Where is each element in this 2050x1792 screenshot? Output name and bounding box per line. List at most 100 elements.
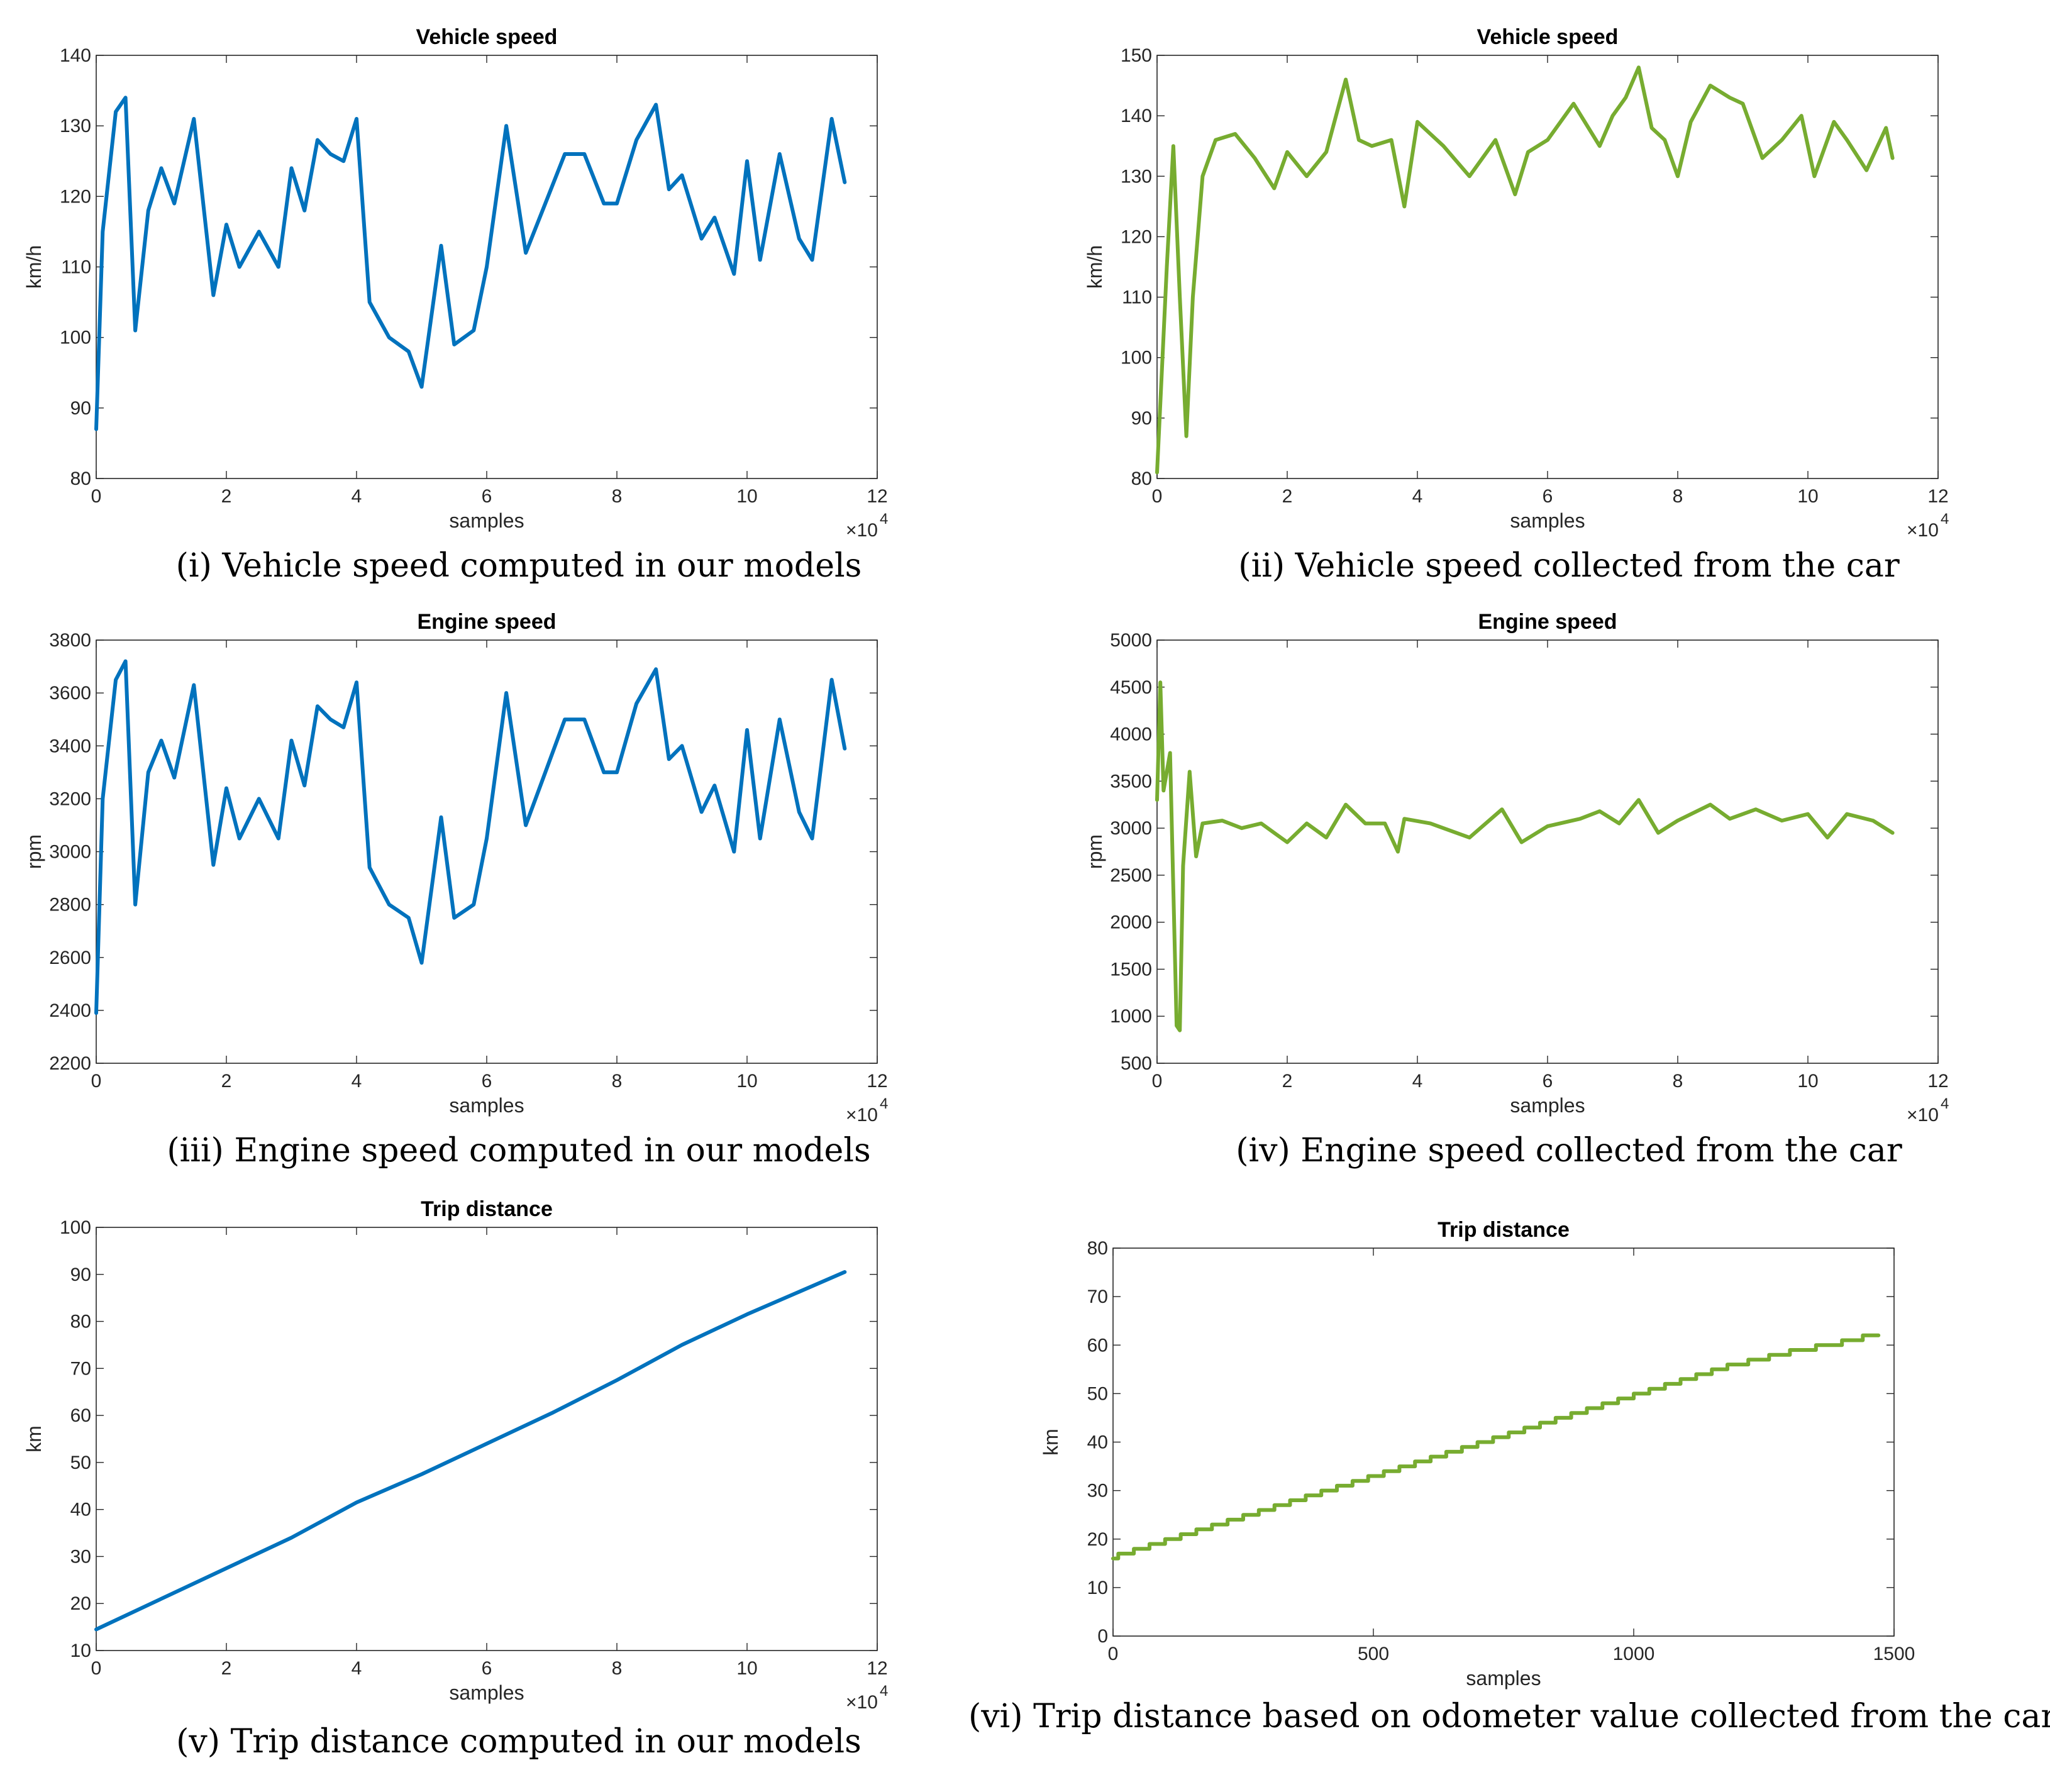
y-tick-label: 50	[1087, 1383, 1108, 1404]
x-axis-label: samples	[1510, 1094, 1585, 1117]
y-axis-label: km	[23, 1425, 45, 1452]
axes-box	[96, 1227, 878, 1651]
x-axis-label: samples	[1510, 509, 1585, 532]
chart-title: Vehicle speed	[416, 25, 558, 49]
y-tick-label: 40	[70, 1500, 91, 1520]
x-tick-label: 10	[1797, 1071, 1818, 1092]
x-tick-label: 10	[1797, 486, 1818, 507]
x-exponent-power: 4	[1941, 1095, 1949, 1112]
figure-caption: (iii) Engine speed computed in our model…	[167, 1132, 871, 1170]
y-tick-label: 50	[70, 1452, 91, 1473]
y-tick-label: 80	[1087, 1238, 1108, 1259]
y-axis-label: km	[1039, 1429, 1062, 1456]
x-tick-label: 2	[221, 1658, 232, 1679]
chart-title: Vehicle speed	[1477, 25, 1619, 49]
x-tick-label: 1500	[1873, 1644, 1915, 1664]
y-tick-label: 80	[70, 1312, 91, 1332]
x-axis-label: samples	[1466, 1667, 1541, 1690]
y-tick-label: 30	[1087, 1481, 1108, 1502]
x-tick-label: 0	[91, 1071, 102, 1092]
y-tick-label: 130	[60, 116, 91, 136]
y-axis-label: rpm	[23, 834, 45, 869]
x-tick-label: 8	[1673, 486, 1683, 507]
x-exponent: ×10	[846, 1105, 878, 1126]
y-tick-label: 3200	[49, 788, 91, 809]
y-tick-label: 70	[70, 1358, 91, 1379]
y-tick-label: 140	[1121, 106, 1152, 126]
chart-title: Trip distance	[421, 1197, 553, 1221]
figure-caption: (vi) Trip distance based on odometer val…	[968, 1698, 2050, 1735]
x-tick-label: 12	[867, 1658, 887, 1679]
y-tick-label: 3000	[1110, 818, 1152, 839]
y-tick-label: 3800	[49, 630, 91, 651]
figure-caption: (v) Trip distance computed in our models	[176, 1723, 862, 1761]
x-tick-label: 4	[1412, 486, 1423, 507]
y-tick-label: 2800	[49, 895, 91, 915]
x-tick-label: 2	[221, 486, 232, 507]
x-exponent-power: 4	[1941, 511, 1949, 528]
y-tick-label: 4000	[1110, 724, 1152, 745]
x-exponent-power: 4	[880, 511, 888, 528]
series-line	[94, 659, 847, 1015]
y-tick-label: 20	[1087, 1529, 1108, 1550]
y-tick-label: 90	[1131, 408, 1152, 429]
y-tick-label: 3400	[49, 736, 91, 756]
chart-3: Engine speed 0 2 4 6 8 10 12 2200 2400 2600 2800 300…	[23, 610, 888, 1126]
y-tick-label: 100	[60, 328, 91, 348]
y-axis-label: km/h	[1083, 245, 1106, 289]
y-tick-label: 2200	[49, 1053, 91, 1074]
y-tick-label: 4500	[1110, 677, 1152, 698]
x-tick-label: 0	[1152, 1071, 1163, 1092]
y-tick-label: 130	[1121, 166, 1152, 187]
x-tick-label: 12	[867, 486, 887, 507]
x-tick-label: 10	[736, 1071, 757, 1092]
y-tick-label: 60	[70, 1405, 91, 1426]
series-line	[94, 1270, 847, 1632]
chart-4: Engine speed 0 2 4 6 8 10 12 500 1000 1500 2000 2500…	[1083, 610, 1949, 1126]
x-tick-label: 0	[1152, 486, 1163, 507]
y-tick-label: 2400	[49, 1000, 91, 1021]
chart-title: Trip distance	[1438, 1218, 1570, 1242]
x-tick-label: 8	[612, 486, 623, 507]
x-tick-label: 4	[352, 1658, 362, 1679]
axes-box	[1156, 55, 1939, 479]
y-tick-label: 80	[1131, 468, 1152, 489]
x-tick-label: 2	[221, 1071, 232, 1092]
y-tick-label: 90	[70, 1264, 91, 1285]
y-tick-label: 40	[1087, 1432, 1108, 1453]
y-tick-label: 110	[1122, 287, 1152, 308]
x-exponent: ×10	[1907, 1105, 1939, 1126]
y-tick-label: 3600	[49, 683, 91, 704]
x-exponent: ×10	[846, 520, 878, 541]
x-exponent-power: 4	[880, 1095, 888, 1112]
x-tick-label: 8	[612, 1658, 623, 1679]
x-tick-label: 500	[1358, 1644, 1389, 1664]
figure-caption: (ii) Vehicle speed collected from the ca…	[1238, 547, 1900, 585]
x-exponent-power: 4	[880, 1683, 888, 1700]
chart-6: Trip distance 0 500 1000 1500 0 10 20 30 40 50 60 70…	[1039, 1218, 1915, 1690]
y-tick-label: 110	[61, 257, 91, 278]
figure-caption: (i) Vehicle speed computed in our models	[175, 547, 862, 585]
y-tick-label: 1000	[1110, 1006, 1152, 1027]
y-tick-label: 10	[1087, 1578, 1108, 1598]
y-tick-label: 80	[70, 468, 91, 489]
y-tick-label: 500	[1121, 1053, 1152, 1074]
x-exponent: ×10	[846, 1692, 878, 1713]
series-line	[1111, 1333, 1881, 1561]
y-tick-label: 2600	[49, 948, 91, 968]
x-exponent: ×10	[1907, 520, 1939, 541]
x-axis-label: samples	[449, 1681, 524, 1704]
y-tick-label: 2500	[1110, 865, 1152, 886]
chart-5: Trip distance 0 2 4 6 8 10 12 10 20 30 40 50 60 70 80 90…	[23, 1197, 888, 1713]
chart-1: Vehicle speed 0 2 4 6 8 10 12 80 90 100 110 120 130 14…	[23, 25, 888, 541]
y-tick-label: 10	[70, 1640, 91, 1661]
x-axis-label: samples	[449, 509, 524, 532]
x-tick-label: 6	[482, 1658, 492, 1679]
x-tick-label: 2	[1282, 486, 1293, 507]
y-tick-label: 5000	[1110, 630, 1152, 651]
x-tick-label: 1000	[1613, 1644, 1655, 1664]
y-tick-label: 120	[60, 186, 91, 207]
x-tick-label: 8	[612, 1071, 623, 1092]
x-tick-label: 8	[1673, 1071, 1683, 1092]
axes-box	[1112, 1247, 1895, 1637]
